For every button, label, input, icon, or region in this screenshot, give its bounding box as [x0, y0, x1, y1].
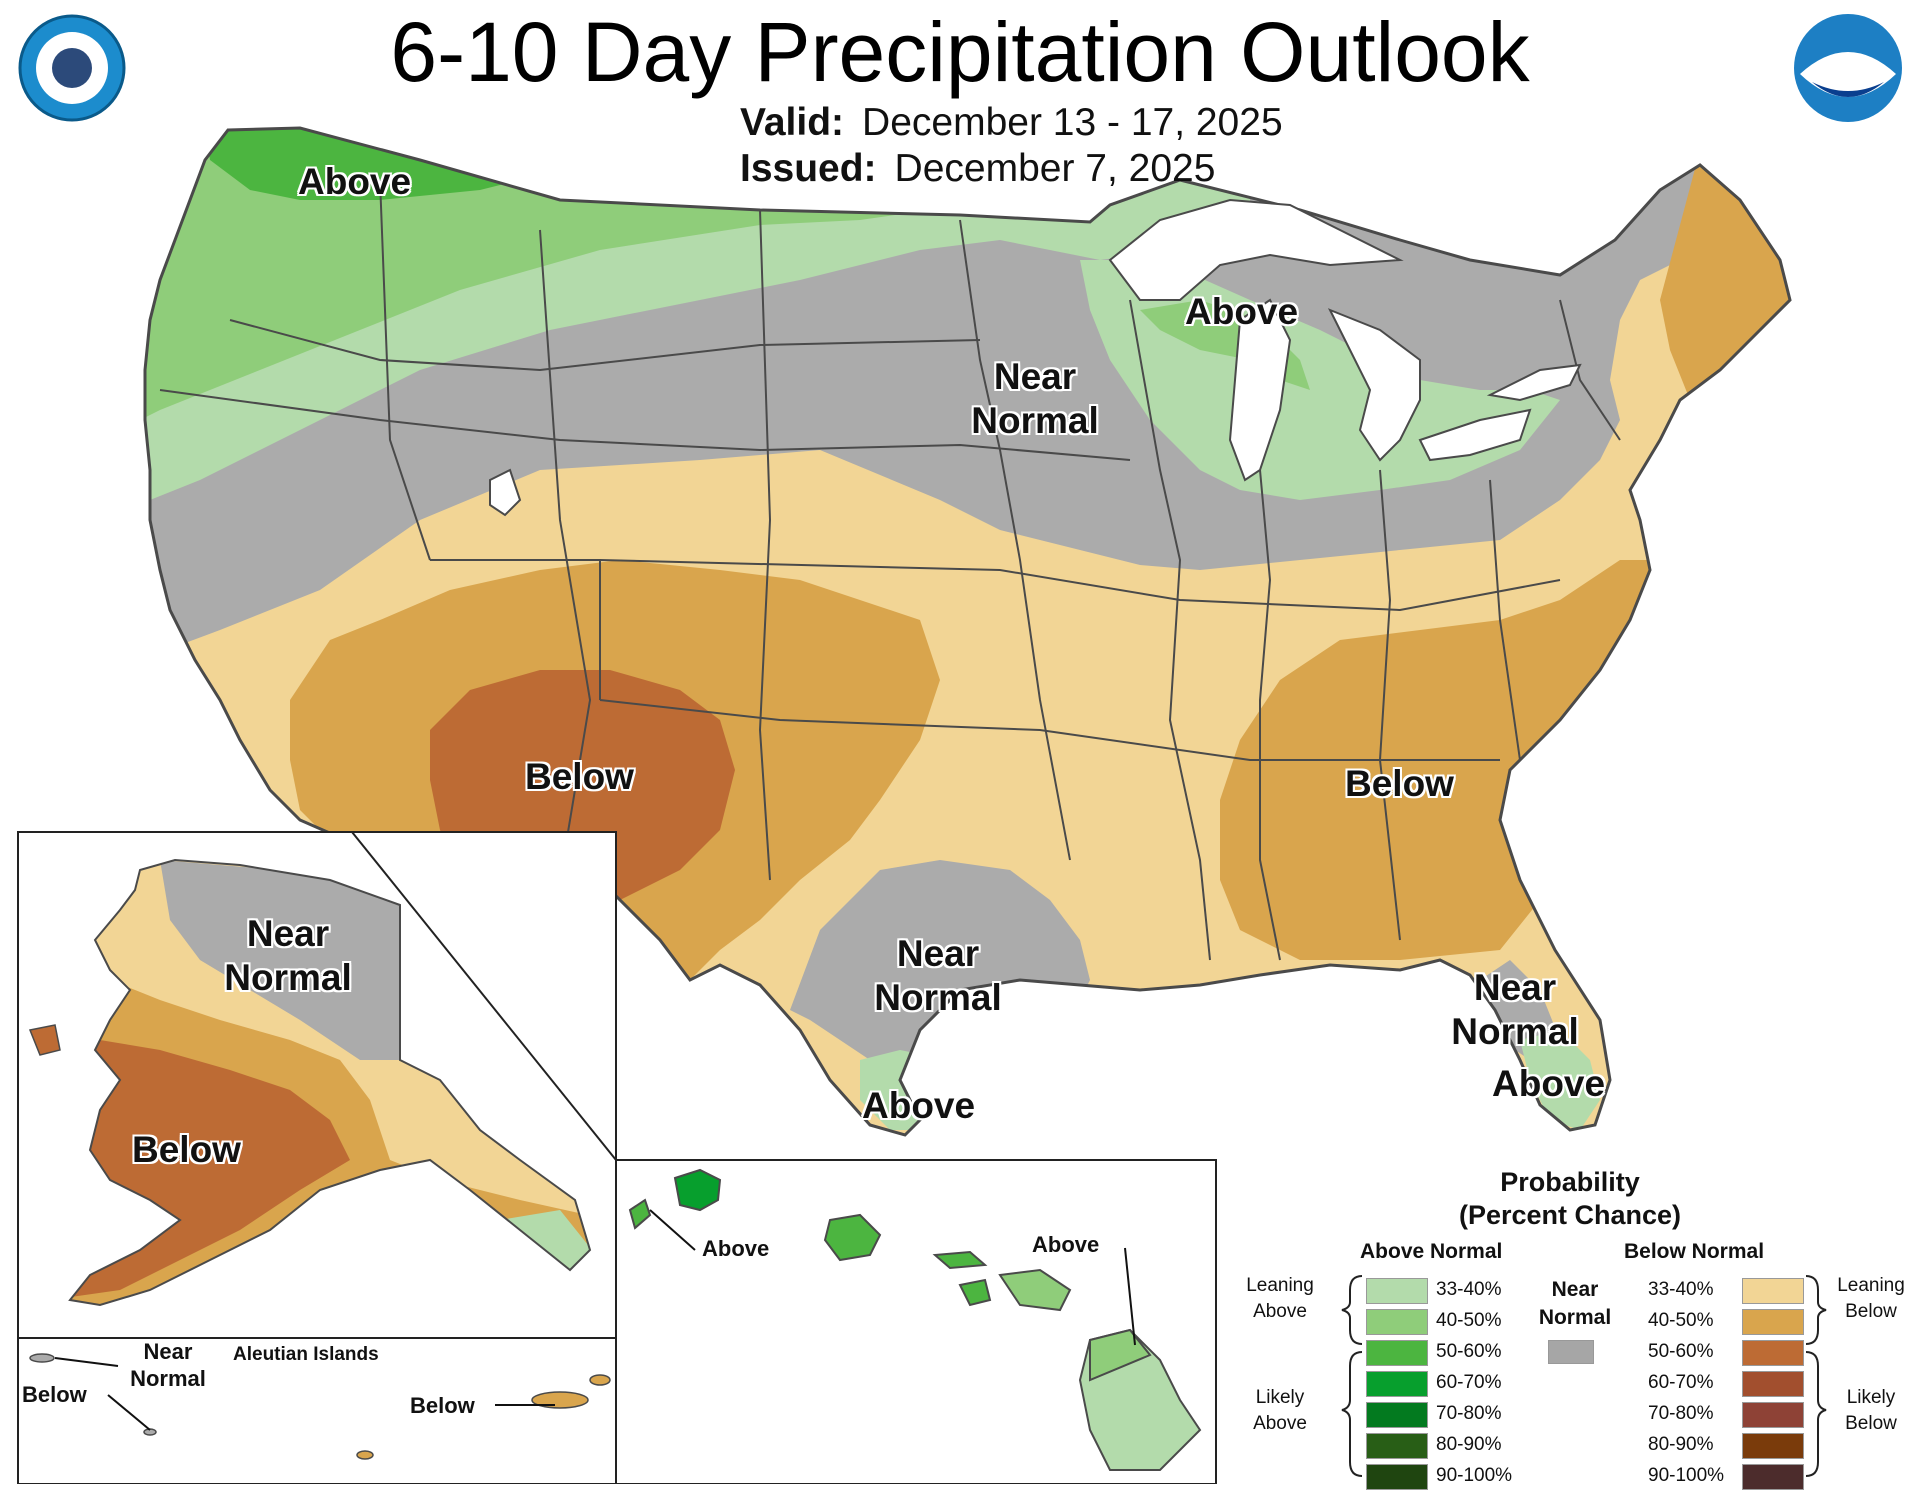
legend-below-swatch	[1742, 1402, 1804, 1428]
label-great-lakes: Above	[1185, 291, 1299, 332]
legend-below-swatch	[1742, 1464, 1804, 1490]
label-alaska-below: Below	[132, 1129, 241, 1170]
legend-likely-above: Likely Above	[1253, 1387, 1307, 1434]
label-florida-near-1: Near	[1473, 967, 1557, 1008]
legend-leaning-above: Leaning Above	[1246, 1275, 1314, 1322]
label-texas-near-1: Near	[896, 933, 980, 974]
legend-above-range: 60-70%	[1436, 1372, 1502, 1393]
valid-dates: December 13 - 17, 2025	[862, 101, 1283, 144]
legend-below-range: 80-90%	[1648, 1434, 1714, 1455]
label-alaska-near-1: Near	[246, 913, 330, 954]
legend-above-swatch	[1366, 1433, 1428, 1459]
legend-below-range: 50-60%	[1648, 1341, 1714, 1362]
legend-above-swatch	[1366, 1340, 1428, 1366]
legend-likely-below: Likely Below	[1845, 1387, 1897, 1434]
noaa-logo-icon	[1794, 14, 1902, 122]
legend-above-swatch	[1366, 1371, 1428, 1397]
legend-title-1: Probability	[1500, 1167, 1640, 1197]
label-south-florida-above: Above	[1492, 1063, 1606, 1104]
label-southeast-below: Below	[1345, 763, 1454, 804]
legend-below-range: 70-80%	[1648, 1403, 1714, 1424]
legend-below-swatch	[1742, 1371, 1804, 1397]
legend-above-range: 50-60%	[1436, 1341, 1502, 1362]
label-aleutian-title: Aleutian Islands	[233, 1344, 379, 1365]
doc-seal-icon	[20, 16, 124, 120]
legend-below-range: 60-70%	[1648, 1372, 1714, 1393]
legend-below-range: 90-100%	[1648, 1465, 1725, 1486]
valid-line: Valid: December 13 - 17, 2025	[740, 100, 1283, 146]
legend-below-range: 40-50%	[1648, 1310, 1714, 1331]
label-northwest: Above	[298, 161, 412, 202]
label-near-normal-plains-2: Normal	[971, 400, 1099, 441]
label-aleutian-near-2: Normal	[130, 1366, 206, 1391]
issued-line: Issued: December 7, 2025	[740, 146, 1215, 192]
issued-label: Issued:	[740, 147, 877, 190]
legend-above-header: Above Normal	[1360, 1240, 1503, 1263]
legend-leaning-below: Leaning Below	[1837, 1275, 1905, 1322]
label-hawaii-above-west: Above	[702, 1236, 770, 1261]
legend-below-swatch	[1742, 1278, 1804, 1304]
legend-above-range: 90-100%	[1436, 1465, 1513, 1486]
legend-near-2: Normal	[1538, 1306, 1612, 1329]
legend-below-swatch	[1742, 1309, 1804, 1335]
label-southwest-below: Below	[525, 756, 634, 797]
legend-above-range: 33-40%	[1436, 1279, 1502, 1300]
label-south-texas-above: Above	[862, 1085, 976, 1126]
issued-date: December 7, 2025	[894, 147, 1216, 190]
legend-near-1: Near	[1551, 1278, 1599, 1301]
valid-label: Valid:	[740, 101, 845, 144]
label-hawaii-above-east: Above	[1032, 1232, 1100, 1257]
legend-above-range: 80-90%	[1436, 1434, 1502, 1455]
legend-above-swatch	[1366, 1278, 1428, 1304]
legend-above-swatch	[1366, 1402, 1428, 1428]
label-aleutian-near-1: Near	[143, 1339, 193, 1364]
legend-below-header: Below Normal	[1624, 1240, 1765, 1263]
legend-below-range: 33-40%	[1648, 1279, 1714, 1300]
label-aleutian-below-east: Below	[410, 1393, 475, 1418]
legend-below-swatch	[1742, 1340, 1804, 1366]
page-title: 6-10 Day Precipitation Outlook	[390, 5, 1530, 99]
legend-below-swatch	[1742, 1433, 1804, 1459]
legend-above-range: 70-80%	[1436, 1403, 1502, 1424]
legend-above-swatch	[1366, 1464, 1428, 1490]
legend-above-swatch	[1366, 1309, 1428, 1335]
label-florida-near-2: Normal	[1451, 1011, 1579, 1052]
legend-above-range: 40-50%	[1436, 1310, 1502, 1331]
label-texas-near-2: Normal	[874, 977, 1002, 1018]
legend-title-2: (Percent Chance)	[1458, 1200, 1682, 1230]
legend-near-swatch	[1548, 1340, 1594, 1364]
label-aleutian-below-west: Below	[22, 1382, 87, 1407]
label-alaska-near-2: Normal	[224, 957, 352, 998]
label-near-normal-plains-1: Near	[993, 356, 1077, 397]
